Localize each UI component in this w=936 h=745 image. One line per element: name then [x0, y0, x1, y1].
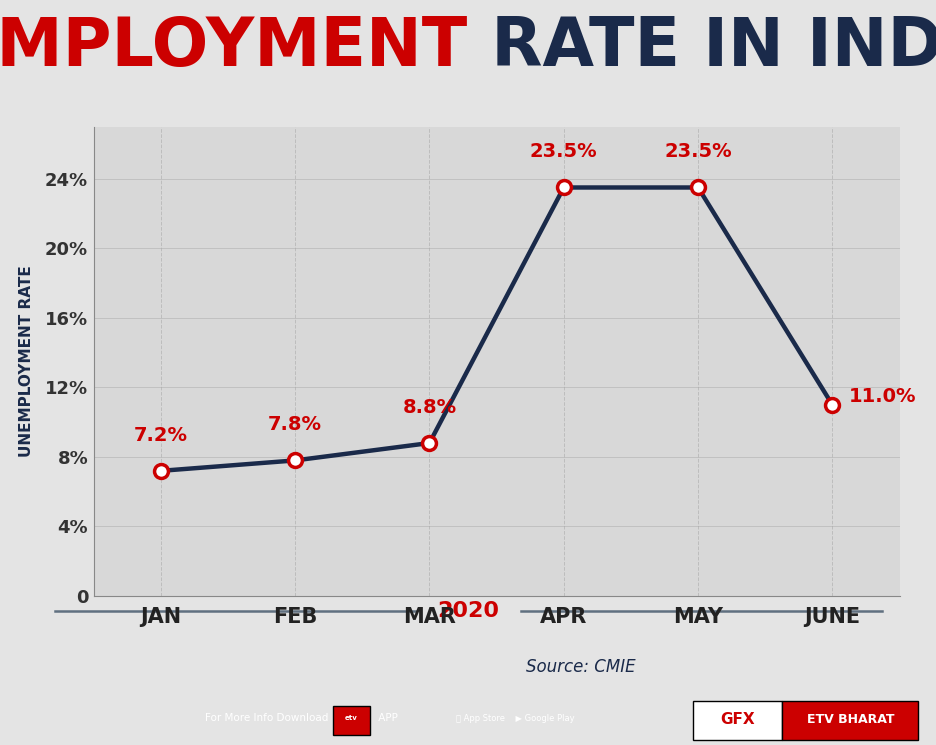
Text: 🍎 App Store    ▶ Google Play: 🍎 App Store ▶ Google Play	[456, 714, 574, 723]
Text: APP: APP	[374, 714, 397, 723]
Text: 7.2%: 7.2%	[134, 425, 187, 445]
Text: ETV BHARAT: ETV BHARAT	[806, 713, 894, 726]
Text: etv: etv	[344, 715, 358, 721]
Text: 2020: 2020	[437, 601, 499, 621]
FancyBboxPatch shape	[693, 702, 782, 741]
Text: UNEMPLOYMENT: UNEMPLOYMENT	[0, 13, 468, 80]
Text: 8.8%: 8.8%	[402, 398, 456, 417]
Text: For More Info Download: For More Info Download	[204, 714, 328, 723]
Text: 7.8%: 7.8%	[268, 415, 322, 434]
Text: RATE IN INDIA: RATE IN INDIA	[468, 13, 936, 80]
Text: 11.0%: 11.0%	[848, 387, 915, 405]
FancyBboxPatch shape	[332, 706, 370, 735]
Text: 23.5%: 23.5%	[664, 142, 731, 162]
Text: GFX: GFX	[720, 712, 753, 727]
Text: Source: CMIE: Source: CMIE	[526, 658, 635, 676]
Y-axis label: UNEMPLOYMENT RATE: UNEMPLOYMENT RATE	[19, 265, 34, 457]
FancyBboxPatch shape	[782, 702, 917, 741]
Text: 23.5%: 23.5%	[530, 142, 597, 162]
